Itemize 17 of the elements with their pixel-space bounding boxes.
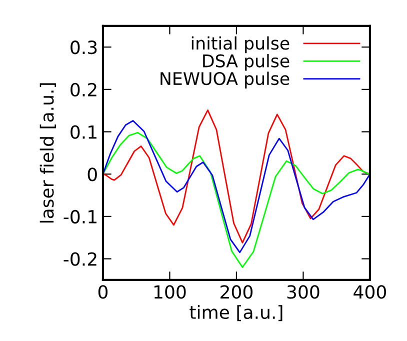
x-tick-label: 200 xyxy=(220,285,252,299)
y-tick-label: 0.3 xyxy=(70,40,97,54)
y-tick-label: 0 xyxy=(88,168,97,182)
x-tick-label: 0 xyxy=(98,285,108,299)
line-series xyxy=(102,132,370,268)
x-tick-label: 300 xyxy=(287,285,320,299)
x-tick-label: 100 xyxy=(154,285,186,299)
x-axis-title: time [a.u.] xyxy=(190,305,282,322)
legend-label: DSA pulse xyxy=(203,54,290,71)
y-tick-label: 0.1 xyxy=(70,125,96,139)
y-tick-label: -0.2 xyxy=(64,252,96,266)
y-tick-label: -0.1 xyxy=(64,210,96,224)
x-tick-label: 400 xyxy=(354,285,386,299)
legend-label: initial pulse xyxy=(192,36,290,54)
y-axis-title: laser field [a.u.] xyxy=(40,83,56,222)
legend-label: NEWUOA pulse xyxy=(160,72,290,88)
y-tick-label: 0.2 xyxy=(70,82,96,97)
